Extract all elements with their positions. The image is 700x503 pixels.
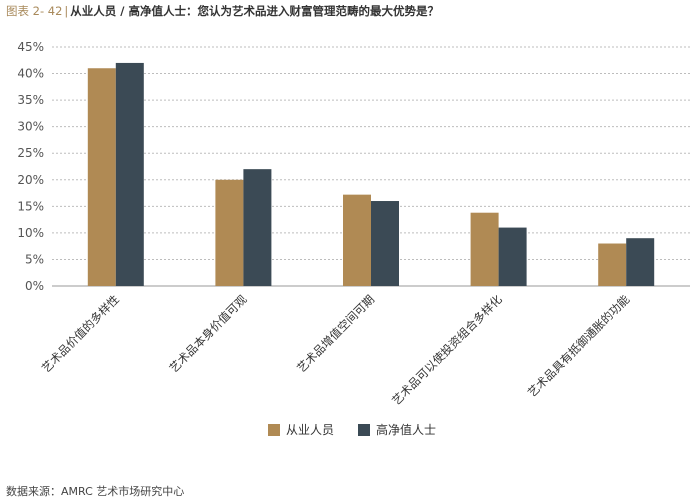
- y-tick-label: 10%: [17, 226, 44, 240]
- bar: [115, 62, 144, 286]
- source-note: 数据来源：AMRC 艺术市场研究中心: [6, 485, 185, 498]
- bar: [215, 179, 244, 286]
- bar: [626, 238, 655, 286]
- y-tick-label: 40%: [17, 67, 44, 81]
- y-tick-label: 30%: [17, 120, 44, 134]
- y-tick-label: 45%: [17, 40, 44, 54]
- figure-label: 图表 2- 42: [6, 4, 63, 18]
- chart-title: 从业人员 / 高净值人士：您认为艺术品进入财富管理范畴的最大优势是？: [70, 4, 440, 18]
- bar: [498, 227, 527, 286]
- y-tick-label: 5%: [25, 252, 44, 266]
- y-tick-label: 20%: [17, 173, 44, 187]
- y-tick-label: 0%: [25, 279, 44, 293]
- y-tick-label: 35%: [17, 93, 44, 107]
- x-category-label: 艺术品可以使投资组合多样化: [389, 292, 505, 408]
- legend-label: 高净值人士: [376, 422, 436, 437]
- legend-swatch: [268, 424, 280, 436]
- figure-separator: |: [64, 4, 69, 18]
- bar: [87, 68, 116, 286]
- bar: [470, 212, 499, 286]
- bar-chart: 0%5%10%15%20%25%30%35%40%45%艺术品价值的多样性 艺术品…: [17, 40, 690, 437]
- x-category-label: 艺术品增值空间可期: [294, 292, 377, 375]
- bar: [243, 169, 272, 286]
- figure-header: 图表 2- 42 | 从业人员 / 高净值人士：您认为艺术品进入财富管理范畴的最…: [6, 2, 439, 20]
- y-tick-label: 25%: [17, 146, 44, 160]
- x-category-label: 艺术品本身价值可观: [166, 292, 249, 375]
- x-category-label: 艺术品价值的多样性: [39, 292, 122, 375]
- legend-label: 从业人员: [286, 423, 334, 437]
- y-tick-label: 15%: [17, 199, 44, 213]
- bar: [598, 243, 627, 286]
- x-category-label: 艺术品具有抵御通胀的功能: [525, 292, 633, 400]
- bar: [371, 201, 399, 286]
- legend-swatch: [358, 424, 370, 436]
- bar: [343, 194, 371, 286]
